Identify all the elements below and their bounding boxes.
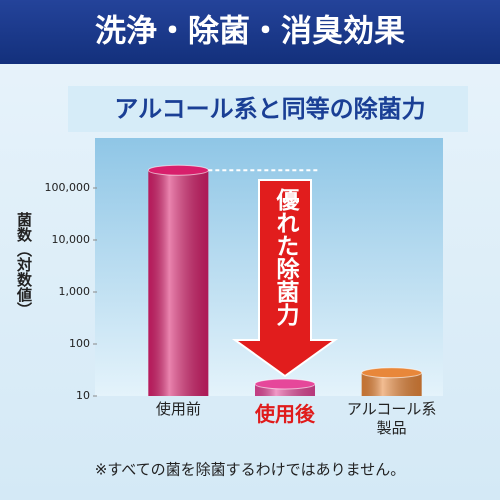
arrow <box>231 179 339 378</box>
subtitle: アルコール系と同等の除菌力 <box>114 95 425 123</box>
subtitle-band <box>68 86 468 132</box>
y-tick-label: 100,000 <box>45 181 91 194</box>
title: 洗浄・除菌・消臭効果 <box>95 14 405 50</box>
bar-cap <box>254 378 316 390</box>
bar-shine <box>148 170 209 396</box>
bar-cap <box>361 367 423 379</box>
x-tick-label: 使用後 <box>255 402 315 426</box>
y-tick-label: 10,000 <box>52 233 91 246</box>
y-tick-label: 100 <box>69 337 90 350</box>
header-band <box>0 0 500 64</box>
x-tick-label: 使用前 <box>155 400 201 418</box>
bar-shine <box>361 372 422 396</box>
arrow-annotation: 優れた除菌力 <box>272 188 298 326</box>
y-tick-label: 1,000 <box>59 285 91 298</box>
footnote: ※すべての菌を除菌するわけではありません。 <box>95 461 405 479</box>
bar-cap <box>147 164 209 176</box>
x-tick-label: アルコール系製品 <box>346 400 437 437</box>
bar-shine <box>255 384 315 396</box>
y-tick-label: 10 <box>76 389 90 402</box>
y-axis-label: 菌数（対数値） <box>15 212 33 317</box>
